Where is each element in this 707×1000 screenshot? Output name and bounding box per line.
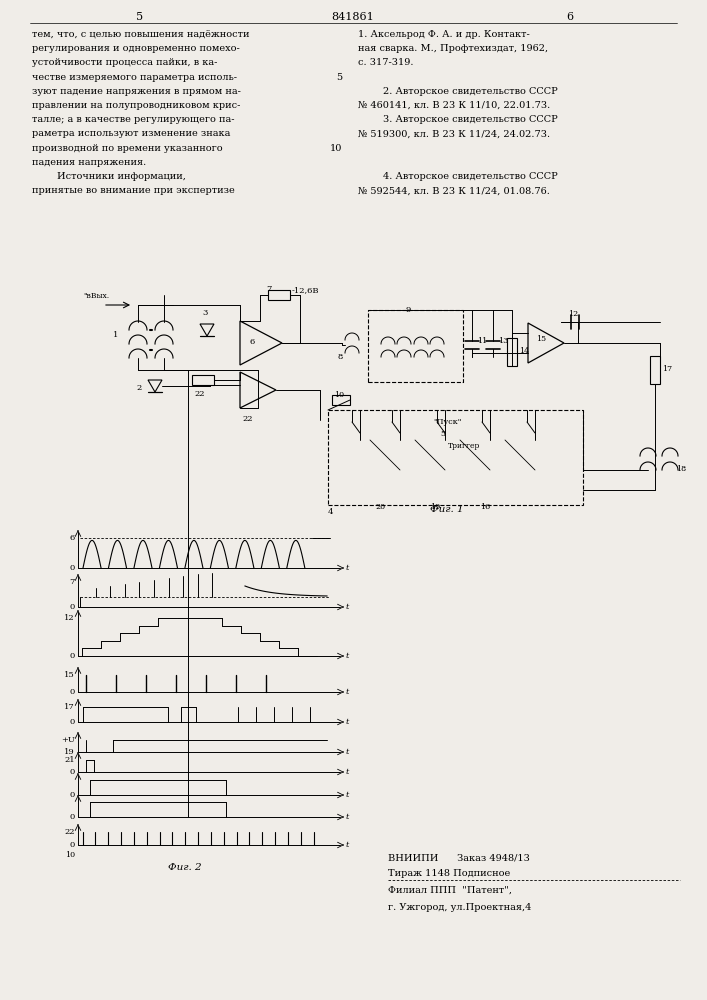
Text: 10: 10 xyxy=(65,851,75,859)
Text: t: t xyxy=(346,841,349,849)
Text: 12: 12 xyxy=(64,614,75,622)
Text: 8: 8 xyxy=(338,353,344,361)
Text: 0: 0 xyxy=(70,564,75,572)
Text: 6: 6 xyxy=(566,12,573,22)
Text: 4. Авторское свидетельство СССР: 4. Авторское свидетельство СССР xyxy=(358,172,558,181)
Text: 0: 0 xyxy=(70,813,75,821)
Text: t: t xyxy=(346,564,349,572)
Text: 22: 22 xyxy=(242,415,252,423)
Text: с. 317-319.: с. 317-319. xyxy=(358,58,414,67)
Text: t: t xyxy=(346,688,349,696)
Text: +U: +U xyxy=(61,736,75,744)
Text: честве измеряемого параметра исполь-: честве измеряемого параметра исполь- xyxy=(32,73,237,82)
Text: Фиг. 2: Фиг. 2 xyxy=(168,863,201,872)
Text: 3: 3 xyxy=(202,309,207,317)
Text: 12: 12 xyxy=(568,310,578,318)
Text: 11: 11 xyxy=(477,337,487,345)
Text: Фиг. 1: Фиг. 1 xyxy=(430,505,464,514)
Bar xyxy=(507,338,517,366)
Text: t: t xyxy=(346,813,349,821)
Text: 10: 10 xyxy=(334,391,344,399)
Text: 0: 0 xyxy=(70,652,75,660)
Text: № 460141, кл. В 23 К 11/10, 22.01.73.: № 460141, кл. В 23 К 11/10, 22.01.73. xyxy=(358,101,550,110)
Text: 6: 6 xyxy=(250,338,255,346)
Text: -12,6В: -12,6В xyxy=(292,286,320,294)
Text: 14: 14 xyxy=(519,347,530,355)
Text: t: t xyxy=(346,768,349,776)
Bar xyxy=(368,310,463,382)
Text: 18: 18 xyxy=(676,465,686,473)
Text: 13: 13 xyxy=(498,337,508,345)
Text: Триггер: Триггер xyxy=(448,442,480,450)
Text: принятые во внимание при экспертизе: принятые во внимание при экспертизе xyxy=(32,186,235,195)
Text: 1. Аксельрод Ф. А. и др. Контакт-: 1. Аксельрод Ф. А. и др. Контакт- xyxy=(358,30,530,39)
Text: 6: 6 xyxy=(70,534,75,542)
Bar xyxy=(192,375,214,385)
Text: 16: 16 xyxy=(480,503,490,511)
Text: 0: 0 xyxy=(70,718,75,726)
Text: ная сварка. М., Профтехиздат, 1962,: ная сварка. М., Профтехиздат, 1962, xyxy=(358,44,548,53)
Text: 19: 19 xyxy=(430,503,440,511)
Text: t: t xyxy=(346,603,349,611)
Text: 4: 4 xyxy=(328,508,334,516)
Text: ВНИИПИ      Заказ 4948/13: ВНИИПИ Заказ 4948/13 xyxy=(388,854,530,862)
Text: 0: 0 xyxy=(70,603,75,611)
Text: 15: 15 xyxy=(536,335,546,343)
Text: зуют падение напряжения в прямом на-: зуют падение напряжения в прямом на- xyxy=(32,87,241,96)
Text: 3. Авторское свидетельство СССР: 3. Авторское свидетельство СССР xyxy=(358,115,558,124)
Text: 10: 10 xyxy=(329,144,342,153)
Text: 17: 17 xyxy=(64,703,75,711)
Text: 7: 7 xyxy=(69,578,75,586)
Text: 22: 22 xyxy=(64,828,75,836)
Text: t: t xyxy=(346,718,349,726)
Text: Филиал ППП  "Патент",: Филиал ППП "Патент", xyxy=(388,886,512,894)
Text: 0: 0 xyxy=(70,791,75,799)
Text: регулирования и одновременно помехо-: регулирования и одновременно помехо- xyxy=(32,44,240,53)
Text: 22: 22 xyxy=(194,390,204,398)
Text: талле; а в качестве регулирующего па-: талле; а в качестве регулирующего па- xyxy=(32,115,235,124)
Text: правлении на полупроводниковом крис-: правлении на полупроводниковом крис- xyxy=(32,101,240,110)
Text: падения напряжения.: падения напряжения. xyxy=(32,158,146,167)
Text: тем, что, с целью повышения надёжности: тем, что, с целью повышения надёжности xyxy=(32,30,250,39)
Text: 9: 9 xyxy=(406,306,411,314)
Text: производной по времени указанного: производной по времени указанного xyxy=(32,144,223,153)
Bar xyxy=(650,356,660,384)
Text: t: t xyxy=(346,652,349,660)
Text: Тираж 1148 Подписное: Тираж 1148 Подписное xyxy=(388,869,510,879)
Text: 21: 21 xyxy=(64,756,75,764)
Text: 0: 0 xyxy=(70,688,75,696)
Text: № 519300, кл. В 23 К 11/24, 24.02.73.: № 519300, кл. В 23 К 11/24, 24.02.73. xyxy=(358,129,550,138)
Text: раметра используют изменение знака: раметра используют изменение знака xyxy=(32,129,230,138)
Text: 20: 20 xyxy=(375,503,385,511)
Text: t: t xyxy=(346,791,349,799)
Text: 17: 17 xyxy=(662,365,672,373)
Text: t: t xyxy=(346,748,349,756)
Text: 841861: 841861 xyxy=(332,12,375,22)
Text: 0: 0 xyxy=(70,841,75,849)
Text: 2. Авторское свидетельство СССР: 2. Авторское свидетельство СССР xyxy=(358,87,558,96)
Bar xyxy=(268,290,290,300)
Bar xyxy=(332,395,350,405)
Text: 5: 5 xyxy=(336,73,342,82)
Bar xyxy=(328,410,583,505)
Text: устойчивости процесса пайки, в ка-: устойчивости процесса пайки, в ка- xyxy=(32,58,217,67)
Text: № 592544, кл. В 23 К 11/24, 01.08.76.: № 592544, кл. В 23 К 11/24, 01.08.76. xyxy=(358,186,550,195)
Text: "вВых.: "вВых. xyxy=(83,292,109,300)
Text: 0: 0 xyxy=(70,768,75,776)
Text: Источники информации,: Источники информации, xyxy=(32,172,186,181)
Text: 2: 2 xyxy=(136,384,141,392)
Text: 19: 19 xyxy=(64,748,75,756)
Text: 5: 5 xyxy=(136,12,144,22)
Text: "Пуск": "Пуск" xyxy=(433,418,462,426)
Text: 1: 1 xyxy=(113,331,118,339)
Text: 5: 5 xyxy=(440,430,445,438)
Text: г. Ужгород, ул.Проектная,4: г. Ужгород, ул.Проектная,4 xyxy=(388,902,532,912)
Text: 7: 7 xyxy=(266,285,271,293)
Text: 15: 15 xyxy=(64,671,75,679)
